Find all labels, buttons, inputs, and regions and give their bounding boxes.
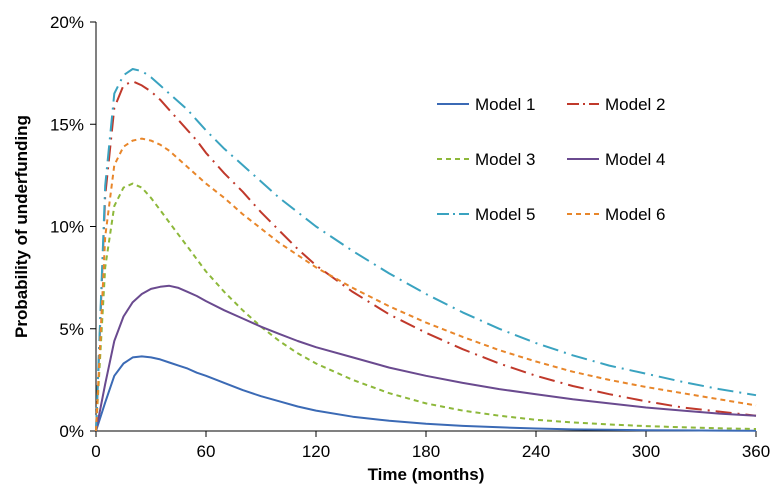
y-tick-label: 15% <box>50 115 84 134</box>
legend: Model 1 Model 2 Model 3 Model 4 Model 5 Model… <box>437 95 665 224</box>
y-tick-label: 0% <box>59 422 84 441</box>
series-line-model-2 <box>95 80 757 432</box>
x-tick-label: 300 <box>632 442 660 461</box>
axes: 0% 5% 10% 15% 20% 0 60 120 180 240 300 360 <box>50 13 770 461</box>
y-axis-title: Probability of underfunding <box>12 115 31 338</box>
x-tick-label: 120 <box>302 442 330 461</box>
y-tick-label: 10% <box>50 218 84 237</box>
x-tick-label: 240 <box>522 442 550 461</box>
legend-label: Model 4 <box>605 150 665 169</box>
x-axis-title: Time (months) <box>368 465 485 484</box>
x-tick-label: 360 <box>742 442 770 461</box>
legend-label: Model 5 <box>475 205 535 224</box>
series-line-model-5 <box>95 68 757 432</box>
legend-label: Model 2 <box>605 95 665 114</box>
legend-label: Model 3 <box>475 150 535 169</box>
legend-label: Model 1 <box>475 95 535 114</box>
series-line-model-4 <box>95 284 757 432</box>
legend-label: Model 6 <box>605 205 665 224</box>
series-lines <box>95 68 757 432</box>
x-tick-label: 60 <box>197 442 216 461</box>
series-line-model-6 <box>95 137 757 432</box>
y-tick-label: 5% <box>59 320 84 339</box>
x-tick-label: 0 <box>91 442 100 461</box>
x-tick-label: 180 <box>412 442 440 461</box>
series-line-model-1 <box>95 355 757 432</box>
y-tick-label: 20% <box>50 13 84 32</box>
